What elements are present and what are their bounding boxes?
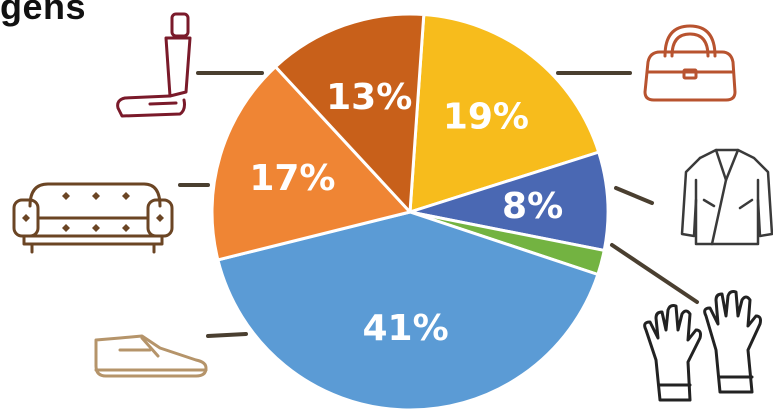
pie-slice-car-seat	[273, 12, 426, 214]
slice-label-leather-jacket: 8%	[502, 186, 563, 227]
leader-lines	[178, 71, 699, 338]
pie-slice-shoe	[216, 210, 600, 409]
leather-jacket-icon	[680, 148, 773, 246]
shoe-icon	[94, 334, 208, 378]
pie-slice-handbag	[408, 12, 601, 214]
sofa-icon	[12, 182, 174, 254]
pie-slice-leather-jacket	[408, 150, 610, 252]
pie-slices	[210, 12, 610, 409]
chart-title: gens	[0, 0, 87, 27]
slice-label-handbag: 19%	[443, 97, 529, 138]
slice-label-shoe: 41%	[363, 308, 449, 349]
leader-line-gloves	[610, 243, 699, 304]
slice-labels: 19% 8% 41% 17% 13%	[249, 77, 563, 349]
leader-line-jacket	[614, 186, 654, 205]
slice-label-car-seat: 13%	[326, 77, 412, 118]
leader-line-shoe	[206, 332, 248, 338]
gloves-icon	[643, 290, 762, 402]
car-seat-icon	[116, 12, 192, 118]
slice-label-sofa: 17%	[249, 158, 335, 199]
handbag-icon	[643, 24, 737, 102]
pie-slice-sofa	[210, 65, 412, 262]
